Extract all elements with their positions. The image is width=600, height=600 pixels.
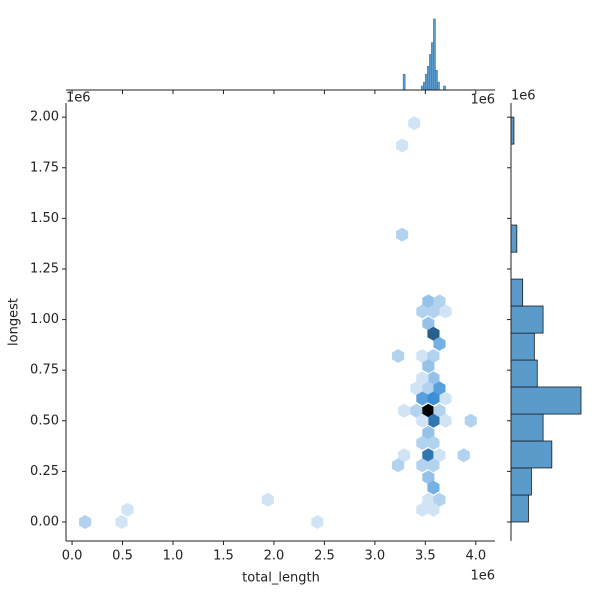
hex-cell <box>427 304 440 319</box>
hex-cell <box>433 448 446 463</box>
hist-bar <box>510 224 518 253</box>
hist-bar <box>510 386 582 415</box>
y-tick-label: 1.00 <box>30 312 59 327</box>
hex-cell <box>416 413 429 428</box>
y-offset-label: 1e6 <box>66 91 91 106</box>
hex-cell <box>427 349 440 363</box>
x-tick-label: 0.5 <box>112 549 133 564</box>
hex-cell <box>427 436 440 450</box>
y-axis-label: longest <box>7 298 22 346</box>
hist-bar <box>402 73 406 91</box>
hex-cell <box>416 304 429 319</box>
hex-cell <box>427 480 440 495</box>
hex-cell <box>433 492 446 507</box>
hex-cell <box>392 349 405 363</box>
hex-cell <box>392 458 405 473</box>
hist-bar <box>510 494 529 523</box>
hex-cell <box>410 403 423 418</box>
y-tick-label: 1.75 <box>30 160 59 175</box>
hist-bar <box>423 81 426 91</box>
hist-bar <box>431 42 434 91</box>
hist-bar <box>510 467 532 496</box>
hex-cell <box>427 458 440 473</box>
hex-cell <box>416 502 429 517</box>
hist-bar <box>443 85 446 91</box>
hex-cell <box>433 336 446 351</box>
hex-cell <box>427 413 440 428</box>
hex-cell <box>396 138 409 153</box>
right-offset-label: 1e6 <box>511 89 536 104</box>
hex-cell <box>121 502 134 517</box>
y-tick-label: 1.25 <box>30 261 59 276</box>
hist-bar <box>510 332 535 361</box>
hex-cell <box>422 425 435 440</box>
hist-bar <box>421 85 424 91</box>
hex-cell <box>398 448 411 463</box>
hex-cell <box>422 316 435 331</box>
hex-cell <box>115 515 128 529</box>
hex-cell <box>464 413 477 428</box>
y-tick-label: 0.50 <box>30 413 59 428</box>
hex-cell <box>416 371 429 386</box>
hex-cell <box>416 391 429 406</box>
hist-bar <box>510 440 553 469</box>
hex-cell <box>427 502 440 517</box>
hex-cell <box>433 381 446 396</box>
hex-cell <box>439 304 452 319</box>
hex-cell <box>439 413 452 428</box>
x-tick-label: 3.0 <box>365 549 386 564</box>
hex-cell <box>79 515 92 529</box>
hex-cell <box>410 381 423 396</box>
x-tick-label: 2.5 <box>314 549 335 564</box>
hex-cell <box>422 448 435 463</box>
hex-cell <box>422 359 435 374</box>
hist-bar <box>435 69 438 91</box>
hist-bar <box>433 18 436 91</box>
top-offset-label: 1e6 <box>470 93 495 108</box>
hex-cell <box>398 403 411 418</box>
x-tick-label: 1.0 <box>163 549 184 564</box>
hex-cell <box>416 349 429 363</box>
hex-cell <box>422 403 435 418</box>
hist-bar <box>510 278 524 307</box>
hex-cell <box>427 391 440 406</box>
hex-cell <box>457 448 470 463</box>
hist-bar <box>510 413 544 442</box>
hex-cell <box>433 403 446 418</box>
hex-cell <box>396 227 409 242</box>
y-tick-label: 1.50 <box>30 211 59 226</box>
y-tick-label: 0.00 <box>30 514 59 529</box>
x-tick-label: 2.0 <box>264 549 285 564</box>
hex-cell <box>433 294 446 309</box>
x-tick-label: 3.5 <box>415 549 436 564</box>
hex-cell <box>422 381 435 396</box>
hex-cell <box>427 371 440 386</box>
hist-bar <box>510 305 544 334</box>
hist-bar <box>437 81 440 91</box>
hex-cell <box>439 391 452 406</box>
hist-bar <box>510 359 538 388</box>
hex-cell <box>311 515 324 529</box>
hex-cell <box>408 116 421 131</box>
hex-cell <box>422 470 435 485</box>
hist-bar <box>425 73 428 91</box>
y-tick-label: 0.25 <box>30 464 59 479</box>
x-tick-label: 0.0 <box>62 549 83 564</box>
x-axis-label: total_length <box>242 571 320 586</box>
hex-cell <box>422 294 435 309</box>
hist-bar <box>429 54 432 91</box>
hist-bar <box>427 66 430 91</box>
hex-cell <box>416 458 429 473</box>
hex-cell <box>422 492 435 507</box>
hex-cell <box>427 326 440 341</box>
x-tick-label: 4.0 <box>465 549 486 564</box>
x-offset-label: 1e6 <box>470 569 495 584</box>
y-tick-label: 2.00 <box>30 110 59 125</box>
hex-cell <box>416 436 429 450</box>
hex-cell <box>261 492 274 507</box>
y-tick-label: 0.75 <box>30 363 59 378</box>
x-tick-label: 1.5 <box>213 549 234 564</box>
